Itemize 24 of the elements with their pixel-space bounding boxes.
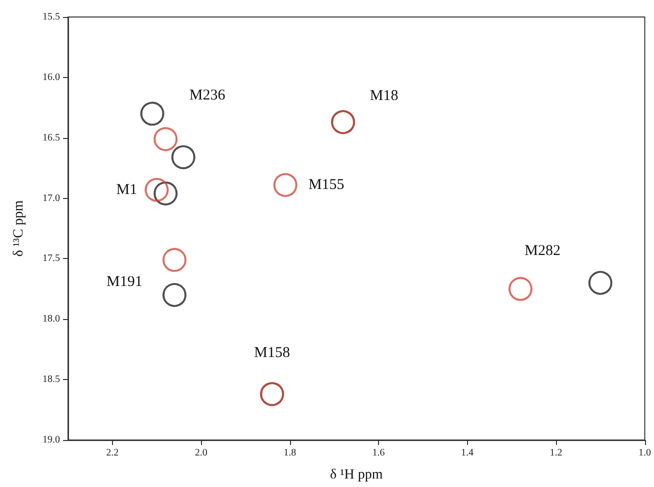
y-tick-label: 18.0: [42, 314, 60, 325]
y-tick-label: 17.0: [42, 192, 60, 204]
x-tick-label: 1.2: [550, 448, 562, 458]
y-tick-label: 16.5: [42, 132, 60, 144]
x-tick-label: 2.2: [106, 448, 119, 458]
y-tick-label: 16.0: [42, 72, 60, 83]
annotation: M18: [370, 88, 398, 104]
x-tick-label: 1.6: [372, 448, 385, 458]
annotation: M1: [116, 182, 138, 198]
annotation: M282: [524, 242, 560, 259]
annotation: M155: [308, 176, 344, 193]
y-tick-label: 17.5: [42, 253, 60, 264]
annotation: M191: [106, 274, 142, 290]
x-axis-title: δ ¹H ppm: [330, 468, 383, 482]
y-tick-label: 19.0: [42, 434, 60, 446]
annotation: M158: [254, 345, 290, 362]
y-axis-title: δ ¹³C ppm: [12, 200, 26, 257]
x-tick-label: 2.0: [194, 448, 208, 458]
y-tick-label: 18.5: [42, 374, 60, 386]
x-tick-label: 1.0: [638, 448, 651, 458]
y-tick-label: 15.5: [42, 12, 60, 22]
x-tick-label: 1.8: [284, 448, 296, 458]
annotation: M236: [189, 88, 226, 104]
x-tick-label: 1.4: [461, 448, 474, 458]
